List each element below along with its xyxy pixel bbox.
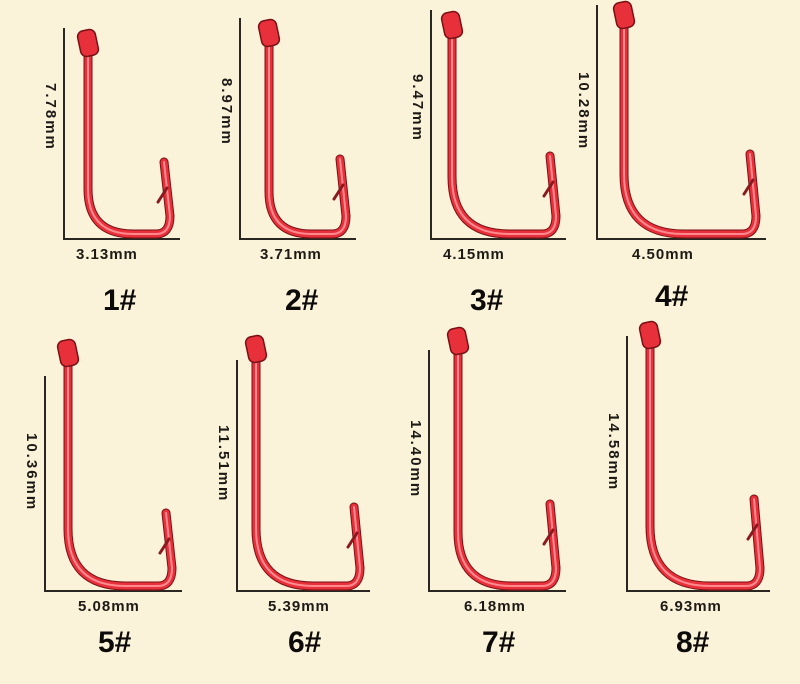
width-axis-line	[596, 238, 766, 240]
height-axis-line	[626, 336, 628, 590]
hook-width-label: 6.18mm	[464, 598, 526, 615]
hook-highlight	[649, 343, 762, 587]
hook-size-number: 2#	[285, 284, 319, 317]
width-axis-line	[626, 590, 770, 592]
hook-width-label: 5.39mm	[268, 598, 330, 615]
hook-eye	[612, 0, 636, 30]
hook-eye	[446, 326, 470, 356]
width-axis-line	[63, 238, 180, 240]
hook-eye	[76, 28, 100, 58]
hook-eye	[638, 320, 662, 350]
width-axis-line	[236, 590, 370, 592]
hook-barb	[346, 531, 359, 549]
height-axis-line	[596, 5, 598, 238]
width-axis-line	[428, 590, 566, 592]
hook-width-label: 3.71mm	[260, 246, 322, 263]
hook-highlight	[67, 361, 174, 587]
hook-highlight	[255, 357, 362, 587]
hook-eye	[56, 338, 80, 368]
hook-barb	[158, 537, 171, 555]
hook-highlight	[268, 41, 348, 235]
hook-highlight	[451, 33, 558, 235]
height-axis-line	[236, 360, 238, 590]
hook-eye	[440, 10, 464, 40]
hook-size-number: 8#	[676, 626, 710, 659]
hook-size-number: 7#	[482, 626, 516, 659]
hook-width-label: 5.08mm	[78, 598, 140, 615]
hook-eye	[244, 334, 268, 364]
hook-width-label: 4.50mm	[632, 246, 694, 263]
hook-width-label: 3.13mm	[76, 246, 138, 263]
height-axis-line	[430, 10, 432, 238]
hook-barb	[332, 183, 345, 201]
width-axis-line	[44, 590, 182, 592]
hook-barb	[742, 178, 755, 196]
hook-highlight	[623, 23, 758, 235]
hook-size-number: 4#	[655, 280, 689, 313]
hook-barb	[746, 523, 759, 541]
hook-barb	[156, 186, 169, 204]
hook-width-label: 4.15mm	[443, 246, 505, 263]
height-axis-line	[63, 28, 65, 238]
hook-size-number: 1#	[103, 284, 137, 317]
width-axis-line	[239, 238, 356, 240]
hook-width-label: 6.93mm	[660, 598, 722, 615]
hook-outline	[645, 339, 765, 591]
hook-size-number: 5#	[98, 626, 132, 659]
height-axis-line	[428, 350, 430, 590]
height-axis-line	[239, 18, 241, 238]
hook-size-number: 3#	[470, 284, 504, 317]
hook-size-number: 6#	[288, 626, 322, 659]
hook-body	[646, 340, 764, 590]
width-axis-line	[430, 238, 566, 240]
hook-highlight	[457, 349, 558, 587]
height-axis-line	[44, 376, 46, 590]
hook-barb	[542, 180, 555, 198]
hook-barb	[542, 528, 555, 546]
hook-eye	[257, 18, 281, 48]
hook-highlight	[87, 51, 172, 235]
